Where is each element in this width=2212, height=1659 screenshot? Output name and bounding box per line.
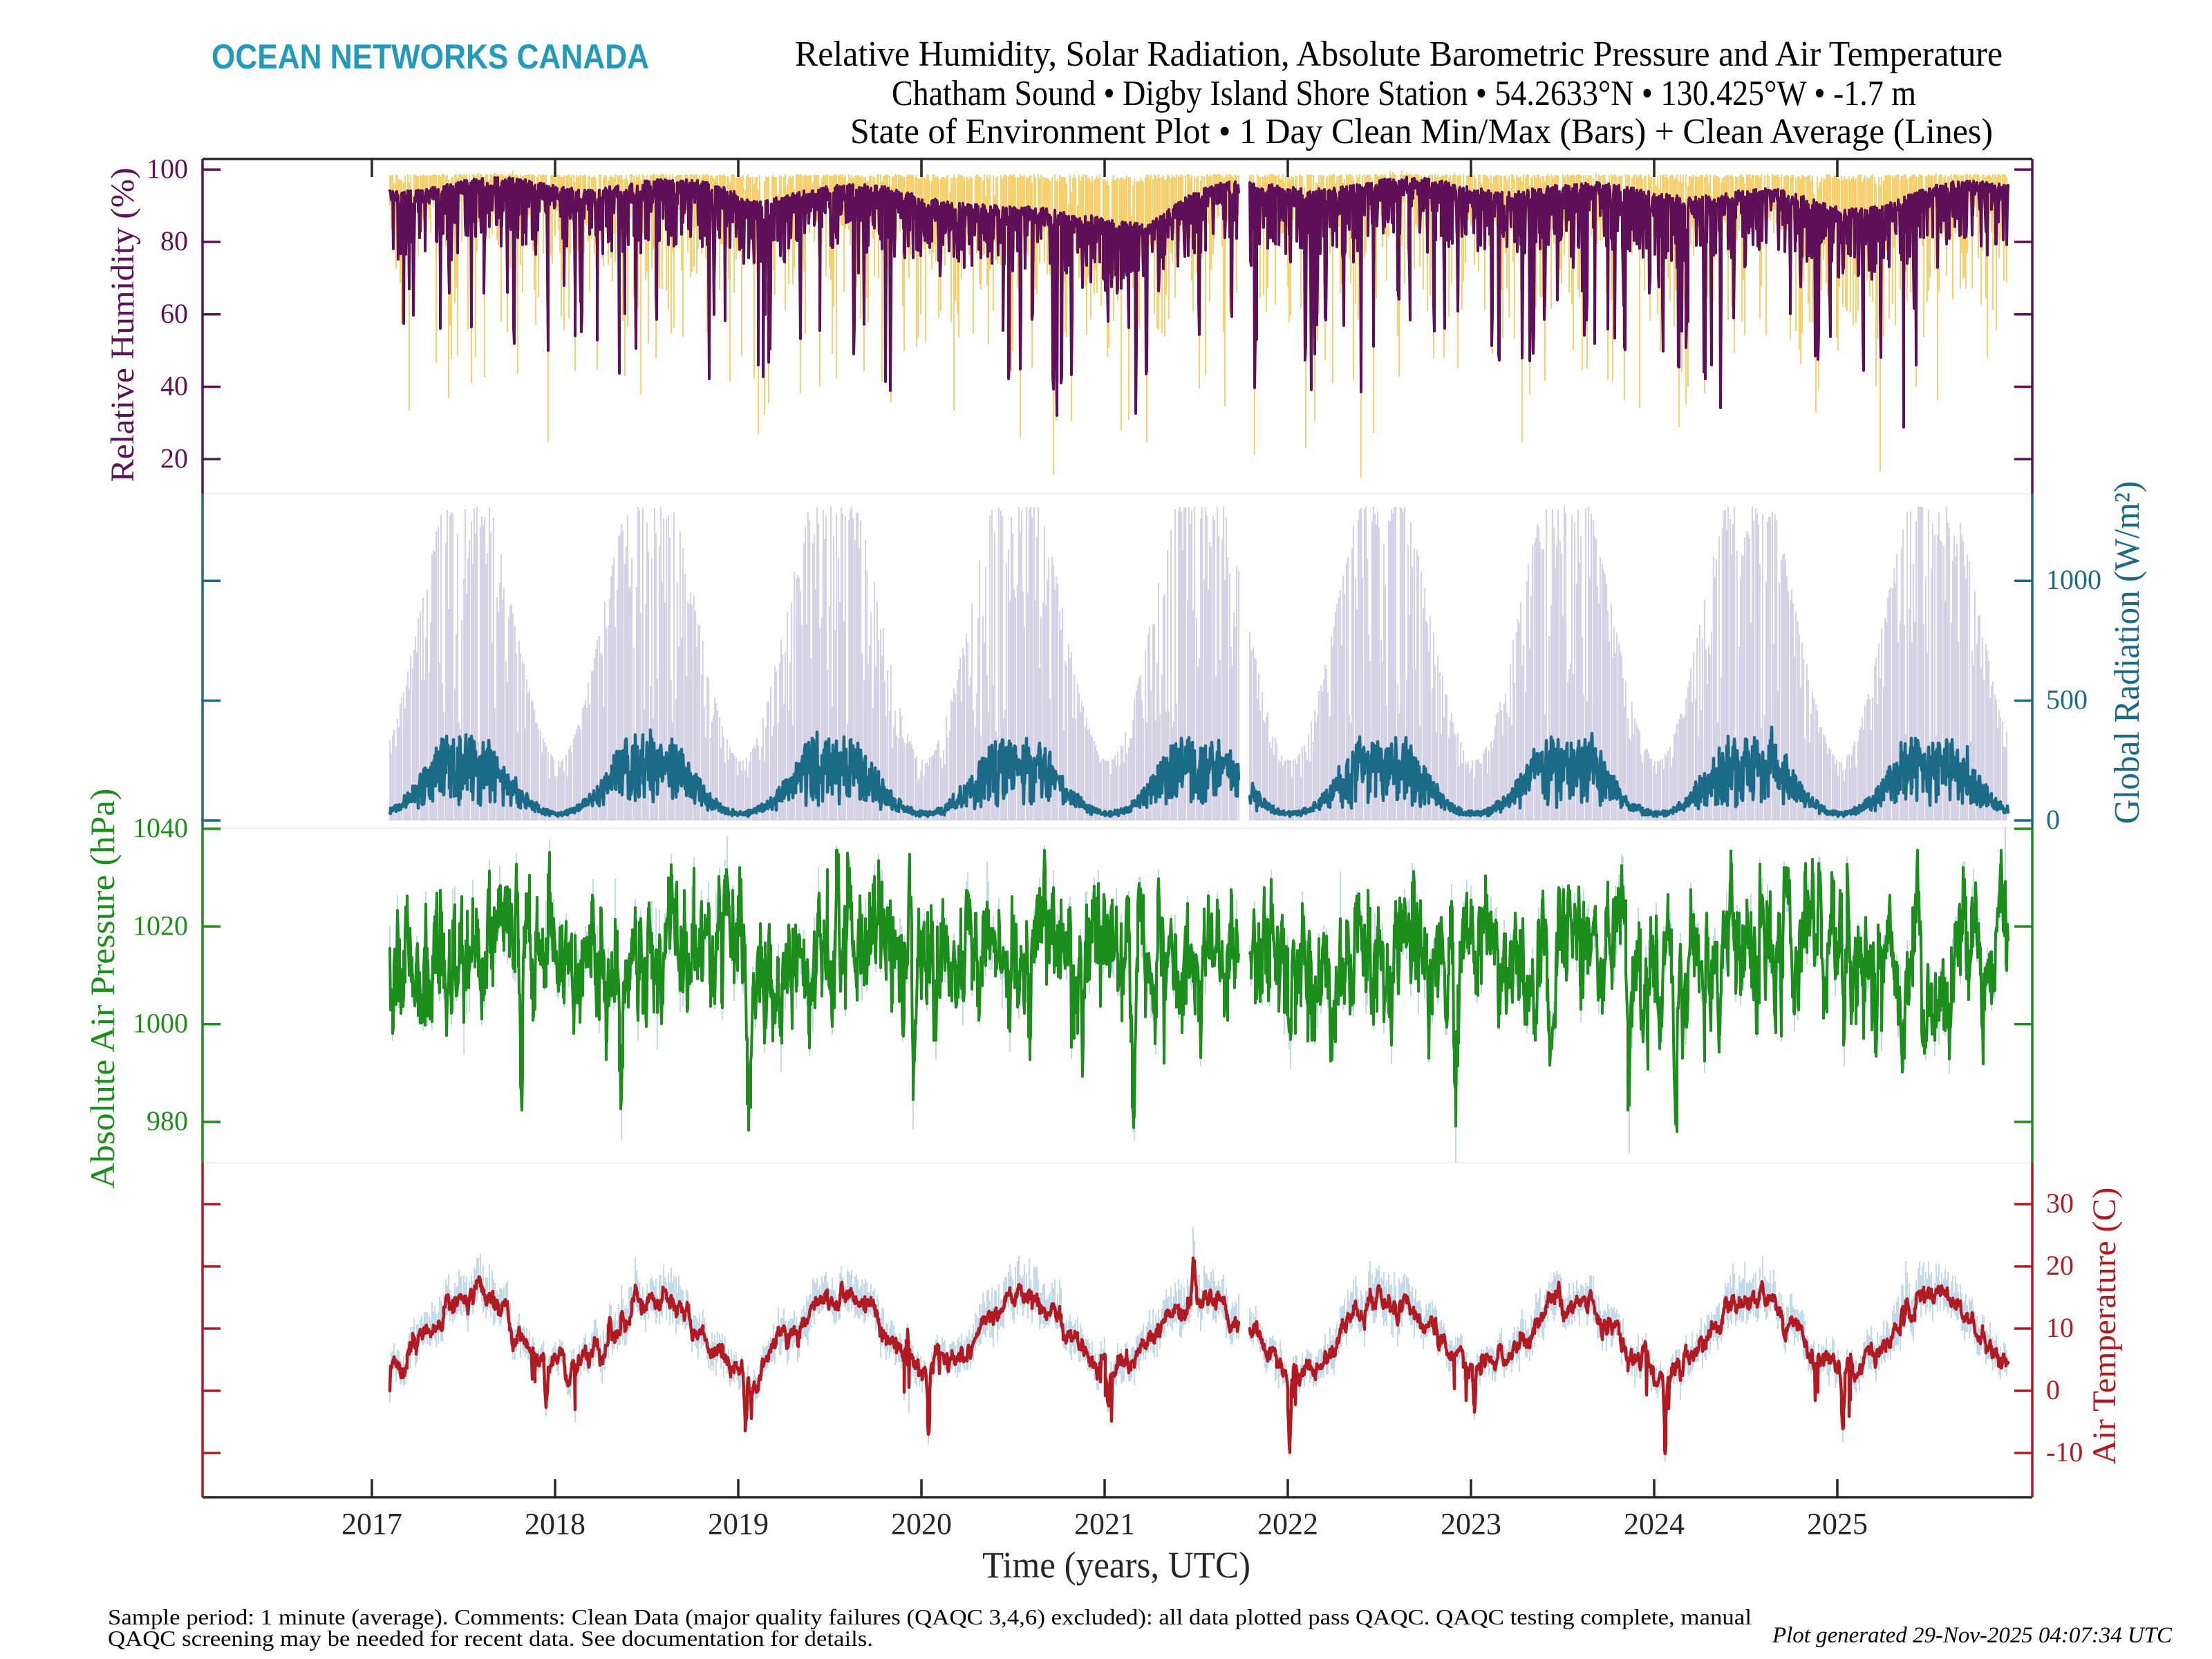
svg-text:30: 30 [2046, 1188, 2074, 1219]
svg-text:2017: 2017 [341, 1507, 402, 1541]
svg-text:60: 60 [160, 298, 188, 329]
svg-text:1020: 1020 [133, 910, 188, 941]
svg-text:State of Environment Plot • 1: State of Environment Plot • 1 Day Clean … [850, 112, 1993, 151]
svg-text:2019: 2019 [708, 1507, 769, 1541]
svg-text:80: 80 [160, 225, 188, 256]
svg-text:Chatham Sound • Digby Island S: Chatham Sound • Digby Island Shore Stati… [892, 74, 1916, 113]
svg-text:10: 10 [2046, 1312, 2074, 1343]
svg-text:2025: 2025 [1807, 1507, 1868, 1541]
svg-text:Relative Humidity, Solar Radia: Relative Humidity, Solar Radiation, Abso… [795, 35, 2003, 74]
svg-text:Sample period: 1 minute (avera: Sample period: 1 minute (average). Comme… [108, 1604, 1752, 1629]
svg-text:OCEAN NETWORKS CANADA: OCEAN NETWORKS CANADA [212, 37, 649, 76]
svg-text:QAQC screening may be needed f: QAQC screening may be needed for recent … [108, 1626, 873, 1651]
svg-text:500: 500 [2046, 684, 2088, 715]
svg-text:2023: 2023 [1441, 1507, 1501, 1541]
svg-text:Global Radiation (W/m²): Global Radiation (W/m²) [2108, 481, 2147, 824]
svg-text:20: 20 [2046, 1250, 2074, 1281]
svg-text:Relative Humidity (%): Relative Humidity (%) [104, 168, 141, 482]
svg-text:1000: 1000 [133, 1008, 188, 1039]
svg-text:1000: 1000 [2046, 564, 2101, 595]
svg-text:Absolute Air Pressure (hPa): Absolute Air Pressure (hPa) [83, 789, 122, 1189]
svg-text:2018: 2018 [525, 1507, 585, 1541]
svg-text:0: 0 [2046, 1374, 2060, 1405]
svg-text:2022: 2022 [1257, 1507, 1318, 1541]
svg-text:2021: 2021 [1074, 1507, 1135, 1541]
svg-text:-10: -10 [2046, 1436, 2083, 1468]
svg-text:2024: 2024 [1624, 1507, 1685, 1541]
svg-text:2020: 2020 [891, 1507, 952, 1541]
svg-text:100: 100 [147, 153, 188, 184]
svg-text:Time (years, UTC): Time (years, UTC) [982, 1544, 1250, 1586]
svg-text:40: 40 [160, 371, 188, 402]
svg-text:Plot generated 29-Nov-2025 04:: Plot generated 29-Nov-2025 04:07:34 UTC [1772, 1623, 2173, 1648]
svg-text:980: 980 [147, 1105, 188, 1136]
svg-text:0: 0 [2046, 804, 2060, 835]
svg-text:1040: 1040 [133, 812, 188, 843]
svg-text:20: 20 [160, 442, 188, 474]
svg-text:Air Temperature (C): Air Temperature (C) [2086, 1188, 2123, 1465]
